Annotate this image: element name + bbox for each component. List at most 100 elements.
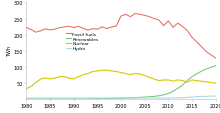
Renewables: [158, 95, 160, 97]
Renewables: [167, 93, 170, 94]
Nuclear: [162, 80, 165, 81]
Fossil fuels: [167, 21, 170, 22]
Renewables: [191, 76, 193, 78]
Nuclear: [110, 71, 113, 72]
Renewables: [58, 98, 61, 100]
Nuclear: [124, 73, 127, 74]
Fossil fuels: [148, 17, 151, 18]
Fossil fuels: [44, 29, 47, 30]
Nuclear: [214, 83, 217, 84]
Hydro: [49, 98, 51, 99]
Hydro: [209, 96, 212, 97]
Nuclear: [53, 78, 56, 79]
Renewables: [139, 97, 141, 98]
Fossil fuels: [124, 15, 127, 16]
Nuclear: [172, 81, 174, 82]
Renewables: [49, 98, 51, 100]
Fossil fuels: [49, 30, 51, 31]
Hydro: [143, 98, 146, 99]
Nuclear: [176, 80, 179, 81]
Hydro: [124, 98, 127, 99]
Hydro: [105, 98, 108, 99]
Hydro: [91, 98, 94, 99]
Fossil fuels: [153, 19, 155, 20]
Renewables: [134, 97, 136, 99]
Renewables: [101, 98, 103, 99]
Nuclear: [167, 80, 170, 81]
Hydro: [120, 98, 122, 99]
Nuclear: [105, 70, 108, 71]
Hydro: [110, 98, 113, 99]
Fossil fuels: [72, 28, 75, 29]
Nuclear: [58, 76, 61, 78]
Hydro: [134, 98, 136, 99]
Line: Fossil fuels: Fossil fuels: [26, 14, 216, 58]
Renewables: [96, 98, 99, 99]
Renewables: [53, 98, 56, 100]
Hydro: [148, 98, 151, 99]
Renewables: [162, 94, 165, 96]
Hydro: [200, 96, 203, 97]
Fossil fuels: [58, 28, 61, 29]
Hydro: [115, 98, 117, 99]
Renewables: [39, 98, 42, 100]
Nuclear: [158, 80, 160, 82]
Line: Renewables: Renewables: [26, 66, 216, 99]
Nuclear: [63, 76, 66, 78]
Nuclear: [195, 80, 198, 82]
Hydro: [101, 98, 103, 99]
Nuclear: [129, 74, 132, 76]
Fossil fuels: [96, 29, 99, 31]
Renewables: [148, 96, 151, 98]
Nuclear: [134, 73, 136, 74]
Hydro: [214, 96, 217, 97]
Nuclear: [39, 79, 42, 80]
Nuclear: [209, 82, 212, 84]
Hydro: [39, 98, 42, 99]
Fossil fuels: [195, 42, 198, 43]
Nuclear: [68, 78, 70, 79]
Renewables: [82, 98, 84, 100]
Renewables: [110, 98, 113, 99]
Nuclear: [44, 78, 47, 79]
Hydro: [129, 98, 132, 99]
Renewables: [172, 91, 174, 92]
Nuclear: [115, 71, 117, 73]
Nuclear: [148, 77, 151, 78]
Hydro: [172, 98, 174, 99]
Fossil fuels: [53, 29, 56, 31]
Renewables: [77, 98, 80, 100]
Fossil fuels: [30, 30, 32, 31]
Renewables: [35, 98, 37, 100]
Nuclear: [35, 82, 37, 84]
Renewables: [124, 98, 127, 99]
Fossil fuels: [115, 26, 117, 27]
Renewables: [68, 98, 70, 100]
Line: Nuclear: Nuclear: [26, 71, 216, 89]
Nuclear: [205, 81, 207, 83]
Renewables: [91, 98, 94, 99]
Hydro: [44, 98, 47, 99]
Renewables: [86, 98, 89, 100]
Renewables: [214, 65, 217, 67]
Fossil fuels: [214, 58, 217, 59]
Nuclear: [143, 75, 146, 76]
Hydro: [139, 98, 141, 99]
Fossil fuels: [86, 30, 89, 32]
Line: Hydro: Hydro: [26, 96, 216, 98]
Hydro: [53, 98, 56, 99]
Hydro: [167, 98, 170, 99]
Nuclear: [82, 74, 84, 76]
Nuclear: [139, 74, 141, 75]
Hydro: [72, 98, 75, 99]
Renewables: [129, 97, 132, 99]
Y-axis label: TWh: TWh: [7, 46, 12, 57]
Fossil fuels: [186, 31, 189, 32]
Hydro: [58, 98, 61, 99]
Fossil fuels: [176, 23, 179, 25]
Fossil fuels: [35, 32, 37, 34]
Fossil fuels: [110, 27, 113, 28]
Fossil fuels: [25, 28, 28, 29]
Nuclear: [72, 79, 75, 80]
Nuclear: [86, 73, 89, 74]
